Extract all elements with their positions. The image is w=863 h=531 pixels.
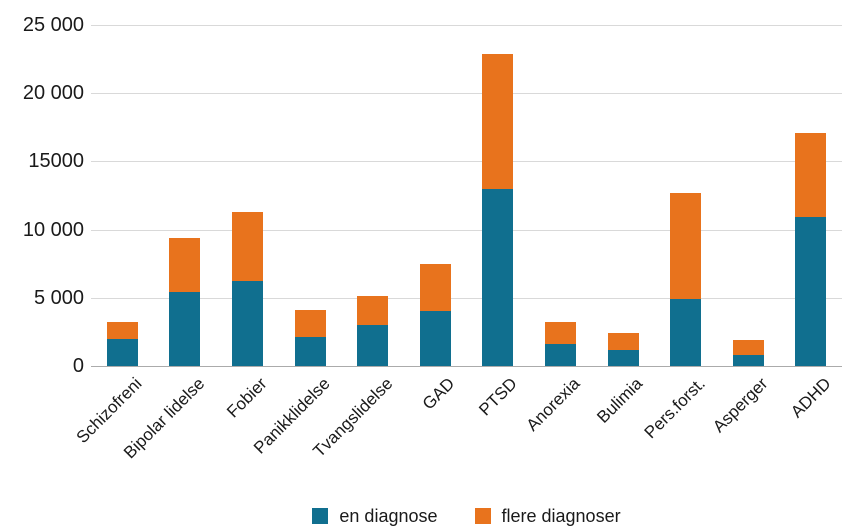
bar-segment-bipolar-lidelse-en-diagnose (169, 292, 201, 366)
bar-segment-panikklidelse-en-diagnose (294, 337, 326, 366)
bar-segment-gad-en-diagnose (419, 311, 451, 366)
bar-segment-asperger-en-diagnose (732, 355, 764, 366)
chart-legend: en diagnose flere diagnoser (91, 505, 842, 527)
x-label-anorexia: Anorexia (522, 374, 584, 435)
bar-segment-tvangslidelse-en-diagnose (357, 325, 389, 366)
bar-segment-tvangslidelse-flere-diagnoser (357, 296, 389, 325)
legend-item-flere-diagnoser: flere diagnoser (474, 505, 621, 527)
x-label-gad: GAD (419, 374, 459, 414)
bar-segment-panikklidelse-flere-diagnoser (294, 310, 326, 338)
x-label-fobier: Fobier (223, 374, 271, 422)
x-label-pers-forst: Pers.forst. (640, 374, 709, 443)
x-label-adhd: ADHD (786, 374, 835, 422)
x-label-bulimia: Bulimia (593, 374, 647, 427)
bar-segment-anorexia-flere-diagnoser (544, 322, 576, 345)
y-tick-label: 0 (72, 355, 84, 377)
bar-segment-schizofreni-en-diagnose (106, 338, 138, 366)
gridline-5000 (91, 297, 842, 299)
bar-segment-pers-forst-en-diagnose (670, 299, 701, 366)
bar-segment-pers-forst-flere-diagnoser (670, 192, 701, 300)
gridline-10000 (91, 229, 842, 231)
x-label-ptsd: PTSD (475, 374, 522, 420)
y-tick-label: 15000 (28, 150, 84, 173)
bar-segment-ptsd-flere-diagnoser (482, 53, 514, 189)
gridline-15000 (91, 161, 842, 163)
bar-segment-schizofreni-flere-diagnoser (106, 322, 138, 339)
x-label-asperger: Asperger (709, 374, 772, 437)
legend-swatch-en-diagnose (312, 508, 329, 524)
y-tick-label: 10 000 (22, 218, 84, 241)
bar-segment-bulimia-en-diagnose (607, 349, 639, 366)
x-axis-line (91, 366, 842, 367)
y-tick-label: 5 000 (33, 286, 84, 309)
gridline-20000 (91, 93, 842, 95)
bar-segment-anorexia-en-diagnose (544, 344, 576, 366)
bar-segment-fobier-flere-diagnoser (232, 211, 263, 282)
bar-segment-adhd-en-diagnose (795, 217, 827, 366)
bar-segment-adhd-flere-diagnoser (795, 132, 827, 218)
y-tick-label: 20 000 (22, 82, 84, 105)
legend-item-en-diagnose: en diagnose (312, 505, 438, 527)
bar-segment-bulimia-flere-diagnoser (607, 333, 639, 350)
legend-swatch-flere-diagnoser (474, 508, 491, 524)
bar-segment-asperger-flere-diagnoser (732, 340, 764, 356)
bar-segment-ptsd-en-diagnose (482, 188, 514, 366)
bar-segment-gad-flere-diagnoser (419, 263, 451, 312)
bar-segment-fobier-en-diagnose (232, 281, 263, 366)
legend-label-en-diagnose: en diagnose (339, 506, 438, 526)
legend-label-flere-diagnoser: flere diagnoser (501, 506, 621, 526)
y-tick-label: 25 000 (22, 14, 84, 36)
gridline-25000 (91, 25, 842, 26)
bar-segment-bipolar-lidelse-flere-diagnoser (169, 237, 201, 293)
